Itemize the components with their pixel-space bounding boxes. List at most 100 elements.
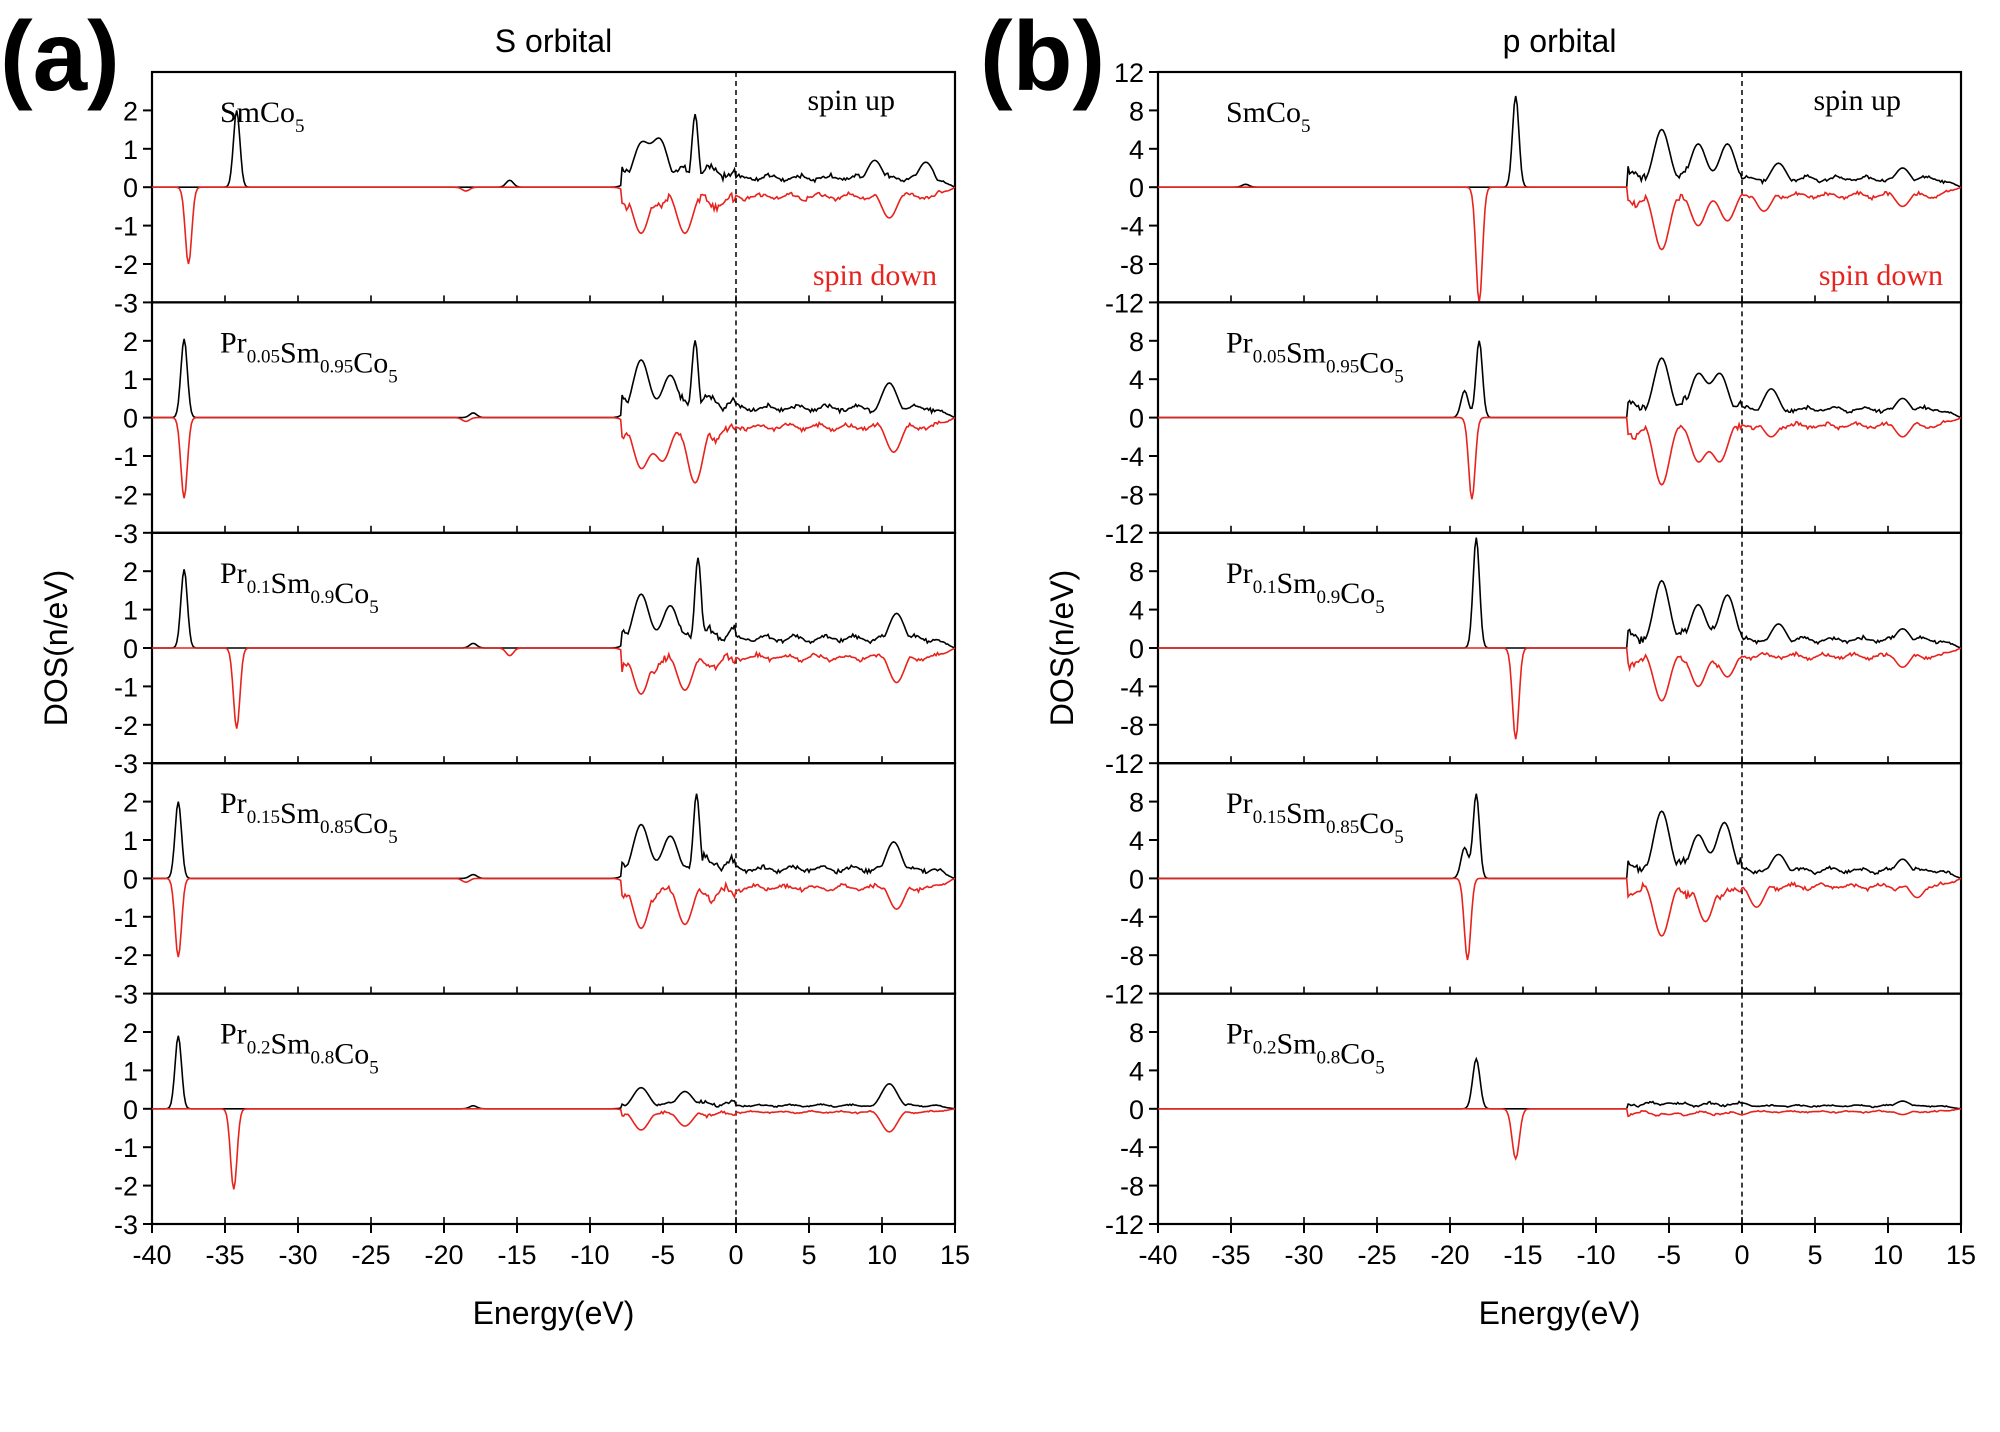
y-axis-label: DOS(n/eV) bbox=[1044, 570, 1080, 726]
y-tick-label: -2 bbox=[114, 1172, 138, 1202]
subscript: 5 bbox=[1375, 597, 1385, 618]
subplot-4: 2 1 0 -1 -2 -3 Pr0.15Sm0.85Co5 bbox=[114, 762, 957, 1010]
subscript: 0.2 bbox=[1253, 1038, 1277, 1059]
element-symbol: Sm bbox=[280, 336, 320, 369]
y-tick-label: 2 bbox=[123, 788, 138, 818]
y-tick-label: -2 bbox=[114, 480, 138, 510]
element-symbol: Sm bbox=[220, 96, 260, 129]
x-axis-label: Energy(eV) bbox=[1479, 1295, 1641, 1331]
subscript: 0.15 bbox=[247, 807, 280, 828]
y-tick-label: 2 bbox=[123, 557, 138, 587]
subscript: 5 bbox=[295, 116, 305, 137]
y-tick-label: 12 bbox=[1114, 58, 1144, 88]
y-tick-label: 8 bbox=[1129, 557, 1144, 587]
element-symbol: Co bbox=[1340, 1038, 1375, 1071]
y-tick-label: 0 bbox=[1129, 864, 1144, 894]
compound-label: SmCo5 bbox=[1226, 96, 1311, 137]
element-symbol: Sm bbox=[270, 567, 310, 600]
y-tick-label: -4 bbox=[1120, 442, 1144, 472]
subplot-3: 2 1 0 -1 -2 -3 Pr0.1Sm0.9Co5 bbox=[114, 531, 957, 779]
subscript: 5 bbox=[1394, 827, 1404, 848]
y-tick-label: 4 bbox=[1129, 1056, 1144, 1086]
x-tick-label: -35 bbox=[205, 1240, 244, 1270]
x-tick-label: -25 bbox=[1357, 1240, 1396, 1270]
y-tick-label: -8 bbox=[1120, 711, 1144, 741]
spin-up-curve bbox=[1158, 1056, 1962, 1110]
y-tick-label: 0 bbox=[123, 1095, 138, 1125]
element-symbol: Pr bbox=[220, 1018, 247, 1051]
element-symbol: Sm bbox=[1226, 96, 1266, 129]
y-tick-label: -2 bbox=[114, 941, 138, 971]
y-tick-label: 8 bbox=[1129, 327, 1144, 357]
y-tick-label: -4 bbox=[1120, 212, 1144, 242]
element-symbol: Co bbox=[260, 96, 295, 129]
y-tick-label: 1 bbox=[123, 135, 138, 165]
subscript: 5 bbox=[388, 827, 398, 848]
x-tick-label: 15 bbox=[940, 1240, 970, 1270]
panel-b: (b) p orbital DOS(n/eV) Energy(eV) 12 8 4 0 -4 -8… bbox=[980, 1, 1976, 1331]
y-tick-label: -12 bbox=[1105, 749, 1144, 779]
subplot-5: 8 4 0 -4 -8 -12-40 -35 -30 -25 -20 -15 -10 -5 0 5 10 15 P… bbox=[1105, 992, 1976, 1270]
subplot-1: 12 8 4 0 -4 -8 -12 SmCo5 spin up spin down bbox=[1105, 58, 1963, 318]
x-tick-label: -30 bbox=[1284, 1240, 1323, 1270]
y-tick-label: -3 bbox=[114, 980, 138, 1010]
subscript: 5 bbox=[369, 597, 379, 618]
x-tick-label: -15 bbox=[497, 1240, 536, 1270]
subplot-3: 8 4 0 -4 -8 -12 Pr0.1Sm0.9Co5 bbox=[1105, 531, 1963, 779]
spin-down-curve bbox=[1158, 877, 1962, 961]
compound-label: SmCo5 bbox=[220, 96, 305, 137]
panel-letter: (a) bbox=[0, 1, 120, 111]
y-tick-label: -2 bbox=[114, 250, 138, 280]
y-tick-label: 0 bbox=[123, 864, 138, 894]
panel-title: S orbital bbox=[495, 23, 612, 59]
y-tick-label: -12 bbox=[1105, 519, 1144, 549]
subscript: 5 bbox=[369, 1058, 379, 1079]
spin-down-curve bbox=[1158, 186, 1962, 303]
legend-spin-up: spin up bbox=[1813, 84, 1901, 117]
y-tick-label: 2 bbox=[123, 96, 138, 126]
y-tick-label: 4 bbox=[1129, 596, 1144, 626]
x-tick-label: -30 bbox=[278, 1240, 317, 1270]
y-tick-label: 1 bbox=[123, 365, 138, 395]
element-symbol: Co bbox=[353, 807, 388, 840]
y-tick-label: 0 bbox=[123, 404, 138, 434]
x-tick-label: -35 bbox=[1211, 1240, 1250, 1270]
y-tick-label: -3 bbox=[114, 749, 138, 779]
subscript: 0.8 bbox=[1316, 1048, 1340, 1069]
y-tick-label: 1 bbox=[123, 596, 138, 626]
y-tick-label: -12 bbox=[1105, 980, 1144, 1010]
subplot-4: 8 4 0 -4 -8 -12 Pr0.15Sm0.85Co5 bbox=[1105, 762, 1963, 1010]
y-tick-label: -1 bbox=[114, 212, 138, 242]
x-tick-label: 15 bbox=[1946, 1240, 1976, 1270]
legend-spin-down: spin down bbox=[1819, 259, 1943, 292]
legend-spin-up: spin up bbox=[807, 84, 895, 117]
y-tick-label: -3 bbox=[114, 288, 138, 318]
y-tick-label: -4 bbox=[1120, 1133, 1144, 1163]
y-tick-label: -8 bbox=[1120, 941, 1144, 971]
element-symbol: Sm bbox=[1286, 336, 1326, 369]
spin-down-curve bbox=[1158, 647, 1962, 740]
element-symbol: Co bbox=[1359, 807, 1394, 840]
y-tick-label: 2 bbox=[123, 1018, 138, 1048]
x-axis-label: Energy(eV) bbox=[473, 1295, 635, 1331]
spin-down-curve bbox=[152, 647, 956, 729]
subplot-2: 2 1 0 -1 -2 -3 Pr0.05Sm0.95Co5 bbox=[114, 301, 957, 549]
panel-title: p orbital bbox=[1503, 23, 1617, 59]
subscript: 0.05 bbox=[1253, 346, 1286, 367]
subscript: 5 bbox=[1301, 116, 1311, 137]
y-tick-label: -12 bbox=[1105, 288, 1144, 318]
element-symbol: Pr bbox=[1226, 787, 1253, 820]
x-tick-label: -25 bbox=[351, 1240, 390, 1270]
x-tick-label: 5 bbox=[801, 1240, 816, 1270]
element-symbol: Pr bbox=[220, 557, 247, 590]
y-tick-label: -3 bbox=[114, 1210, 138, 1240]
spin-down-curve bbox=[152, 877, 956, 958]
x-tick-label: -40 bbox=[132, 1240, 171, 1270]
y-tick-label: -1 bbox=[114, 442, 138, 472]
y-tick-label: 0 bbox=[123, 634, 138, 664]
y-tick-label: -1 bbox=[114, 1133, 138, 1163]
y-tick-label: 0 bbox=[123, 173, 138, 203]
element-symbol: Co bbox=[1266, 96, 1301, 129]
subscript: 0.15 bbox=[1253, 807, 1286, 828]
spin-down-curve bbox=[152, 1108, 956, 1190]
